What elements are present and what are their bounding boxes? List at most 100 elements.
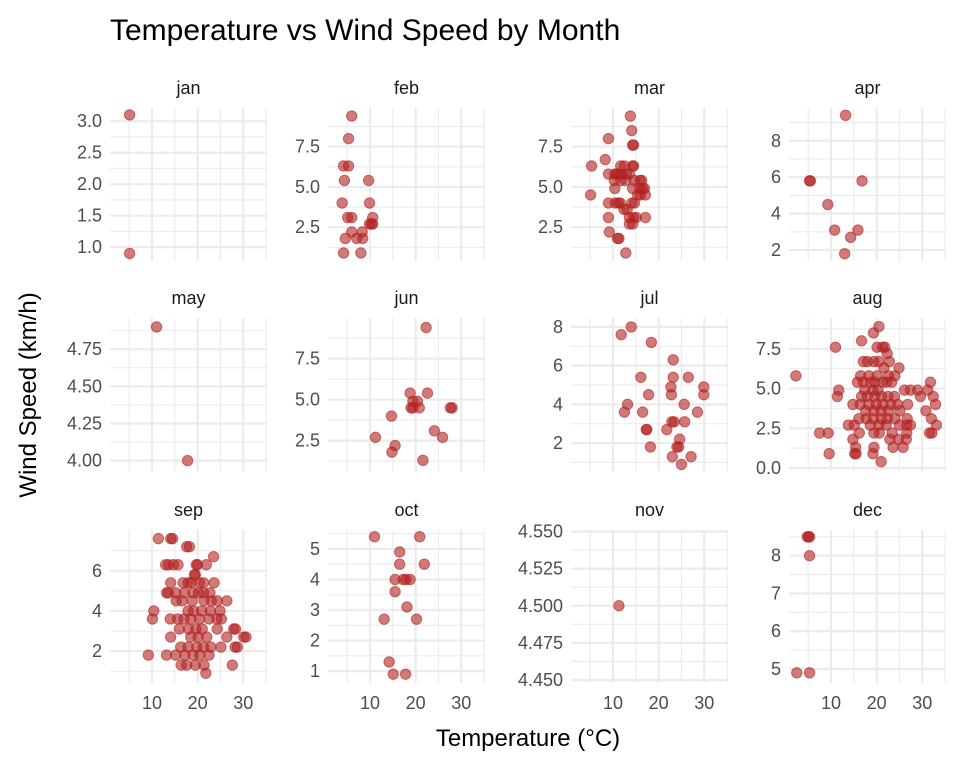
data-point bbox=[410, 613, 423, 625]
data-point bbox=[436, 431, 449, 444]
data-point bbox=[848, 419, 860, 431]
data-point bbox=[417, 454, 429, 467]
y-tick-label: 0.0 bbox=[756, 458, 781, 478]
data-point bbox=[150, 321, 163, 333]
data-point bbox=[414, 531, 426, 543]
y-tick-label: 2.5 bbox=[295, 431, 320, 451]
facet-panel-dec: dec 5 6 7 8 10 20 30 bbox=[771, 500, 946, 713]
data-point bbox=[613, 600, 625, 612]
data-point bbox=[201, 631, 213, 643]
data-point bbox=[644, 441, 657, 453]
data-point bbox=[356, 232, 369, 245]
facet-panel-oct: oct 1 2 3 4 5 10 20 30 bbox=[310, 500, 485, 713]
data-point bbox=[914, 390, 927, 403]
y-tick-label: 5.0 bbox=[756, 379, 781, 399]
data-point bbox=[667, 371, 679, 383]
data-point bbox=[844, 231, 857, 244]
data-point bbox=[639, 211, 652, 224]
data-point bbox=[142, 649, 155, 661]
data-point bbox=[873, 427, 886, 439]
data-point bbox=[207, 551, 220, 563]
y-tick-label: 4.475 bbox=[518, 633, 563, 653]
data-point bbox=[197, 577, 210, 589]
y-tick-label: 6 bbox=[553, 356, 563, 376]
data-point bbox=[901, 398, 914, 411]
y-tick-label: 2.5 bbox=[756, 418, 781, 438]
data-point bbox=[387, 668, 399, 680]
data-point bbox=[822, 198, 834, 211]
x-axis-title: Temperature (°C) bbox=[436, 725, 620, 752]
data-point bbox=[165, 631, 177, 643]
y-tick-label: 4 bbox=[771, 204, 781, 224]
data-point bbox=[790, 370, 802, 382]
data-point bbox=[691, 406, 704, 418]
y-tick-label: 6 bbox=[771, 621, 781, 641]
data-point bbox=[635, 371, 647, 383]
data-point bbox=[885, 376, 898, 388]
data-point bbox=[803, 549, 816, 562]
data-point bbox=[385, 410, 398, 422]
facet-strip-label: apr bbox=[854, 78, 880, 98]
data-point bbox=[673, 441, 685, 453]
data-point bbox=[666, 450, 679, 463]
data-point bbox=[342, 160, 355, 172]
data-point bbox=[803, 667, 816, 679]
data-point bbox=[850, 447, 862, 460]
data-point bbox=[875, 455, 887, 468]
data-point bbox=[852, 224, 864, 236]
data-point bbox=[176, 595, 188, 607]
data-point bbox=[338, 174, 351, 187]
data-point bbox=[636, 406, 649, 418]
facet-panel-jul: jul 2 4 6 8 bbox=[553, 288, 728, 471]
facet-strip-label: jan bbox=[175, 78, 200, 98]
y-tick-label: 6 bbox=[771, 167, 781, 187]
data-point bbox=[685, 450, 697, 463]
y-tick-label: 2.0 bbox=[77, 174, 102, 194]
data-point bbox=[200, 667, 212, 679]
y-tick-label: 4.550 bbox=[518, 521, 563, 541]
y-tick-label: 4.525 bbox=[518, 559, 563, 579]
data-point bbox=[336, 197, 348, 209]
data-point bbox=[172, 559, 184, 571]
data-point bbox=[626, 124, 638, 137]
data-point bbox=[897, 441, 909, 454]
data-point bbox=[920, 405, 932, 417]
data-point bbox=[420, 321, 432, 334]
y-tick-label: 5 bbox=[771, 659, 781, 679]
data-point bbox=[165, 577, 177, 589]
y-tick-label: 2 bbox=[553, 433, 563, 453]
x-tick-label: 20 bbox=[867, 693, 887, 713]
data-point bbox=[791, 667, 803, 679]
data-point bbox=[399, 668, 412, 680]
y-tick-label: 1.0 bbox=[77, 237, 102, 257]
data-point bbox=[855, 335, 868, 347]
data-point bbox=[620, 247, 632, 259]
data-point bbox=[599, 153, 611, 166]
facet-strip-label: may bbox=[171, 288, 205, 308]
y-tick-label: 5.0 bbox=[295, 390, 320, 410]
y-tick-label: 6 bbox=[92, 561, 102, 581]
y-tick-label: 5 bbox=[310, 539, 320, 559]
data-point bbox=[926, 427, 938, 439]
data-point bbox=[678, 416, 691, 428]
data-point bbox=[929, 398, 942, 411]
data-point bbox=[880, 419, 892, 431]
data-point bbox=[200, 559, 212, 571]
x-tick-label: 30 bbox=[912, 693, 932, 713]
y-tick-label: 2.5 bbox=[77, 143, 102, 163]
y-tick-label: 2 bbox=[771, 240, 781, 260]
y-tick-label: 8 bbox=[771, 546, 781, 566]
y-tick-label: 4.450 bbox=[518, 670, 563, 690]
data-point bbox=[661, 423, 673, 436]
data-point bbox=[183, 540, 196, 553]
y-tick-label: 5.0 bbox=[538, 177, 563, 197]
data-point bbox=[609, 182, 621, 195]
x-tick-label: 10 bbox=[821, 693, 841, 713]
data-point bbox=[682, 371, 694, 383]
y-tick-label: 8 bbox=[771, 131, 781, 151]
facet-panel-jan: jan 1.0 1.5 2.0 2.5 3.0 bbox=[77, 78, 267, 261]
data-point bbox=[894, 405, 906, 417]
data-point bbox=[867, 447, 879, 460]
data-point bbox=[602, 132, 615, 145]
